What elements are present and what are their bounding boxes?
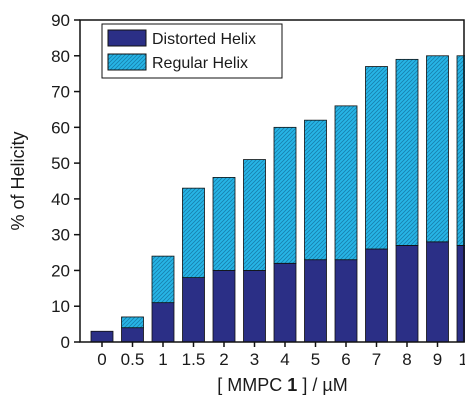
bar-distorted-helix-8 <box>395 244 419 343</box>
x-tick-label-5: 5 <box>311 350 320 369</box>
bar-regular-helix-1 <box>151 255 175 304</box>
y-axis: 0 10 20 30 40 50 60 70 80 90 <box>51 11 80 352</box>
bar-regular-helix-8 <box>395 58 419 246</box>
x-tick-label-8: 8 <box>402 350 411 369</box>
x-axis-title-part-2: 1 <box>287 375 297 395</box>
bar-regular-helix-2 <box>212 177 236 271</box>
x-axis: 0 0.5 1 1.5 2 3 4 5 6 7 8 9 10 <box>97 342 465 369</box>
bar-distorted-helix-5 <box>304 259 327 343</box>
bar-regular-helix-1.5 <box>182 187 205 278</box>
plot-frame <box>79 19 465 343</box>
bar-regular-helix-7 <box>365 66 388 250</box>
bar-regular-helix-3 <box>243 159 266 271</box>
bar-distorted-helix-1.5 <box>182 277 205 343</box>
y-tick-label-20: 20 <box>51 261 70 280</box>
bar-regular-helix-5 <box>304 119 327 261</box>
bars <box>90 55 465 343</box>
legend-label-regular-helix: Regular Helix <box>152 55 248 72</box>
bar-distorted-helix-6 <box>334 259 358 343</box>
x-tick-label-1: 1 <box>158 350 167 369</box>
legend-swatch-distorted-helix <box>107 29 147 47</box>
legend: Distorted Helix Regular Helix <box>101 23 283 79</box>
y-tick-label-50: 50 <box>51 154 70 173</box>
bar-distorted-helix-1 <box>151 302 175 343</box>
x-tick-label-6: 6 <box>341 350 350 369</box>
x-tick-label-1.5: 1.5 <box>182 350 206 369</box>
y-tick-label-70: 70 <box>51 83 70 102</box>
bar-distorted-helix-2 <box>212 270 236 343</box>
y-tick-label-40: 40 <box>51 190 70 209</box>
bar-distorted-helix-7 <box>365 248 388 343</box>
x-axis-title-part-1: [ MMPC <box>217 375 287 395</box>
bar-distorted-helix-10 <box>456 244 465 343</box>
bar-regular-helix-6 <box>334 105 358 261</box>
x-axis-title-part-3: ] / µM <box>297 375 347 395</box>
y-axis-title: % of Helicity <box>8 131 28 230</box>
bar-distorted-helix-9 <box>426 241 449 343</box>
y-tick-label-60: 60 <box>51 118 70 137</box>
y-tick-label-80: 80 <box>51 47 70 66</box>
x-tick-label-0: 0 <box>97 350 106 369</box>
legend-swatch-regular-helix <box>107 53 147 71</box>
x-tick-label-9: 9 <box>433 350 442 369</box>
bar-distorted-helix-4 <box>273 262 297 343</box>
x-tick-label-2: 2 <box>219 350 228 369</box>
bar-regular-helix-10 <box>456 55 465 246</box>
x-tick-label-0.5: 0.5 <box>121 350 145 369</box>
x-tick-label-4: 4 <box>280 350 289 369</box>
y-tick-label-90: 90 <box>51 11 70 30</box>
x-axis-title: [ MMPC 1 ] / µM <box>217 375 347 395</box>
bar-regular-helix-0.5 <box>121 316 144 329</box>
bar-regular-helix-4 <box>273 126 297 264</box>
bar-regular-helix-9 <box>426 55 449 243</box>
x-tick-label-10: 10 <box>459 350 465 369</box>
y-tick-label-0: 0 <box>61 333 70 352</box>
x-tick-label-7: 7 <box>372 350 381 369</box>
y-tick-label-10: 10 <box>51 297 70 316</box>
x-tick-label-3: 3 <box>250 350 259 369</box>
bar-distorted-helix-3 <box>243 270 266 343</box>
legend-label-distorted-helix: Distorted Helix <box>152 31 256 48</box>
bar-distorted-helix-0 <box>90 330 114 343</box>
y-tick-label-30: 30 <box>51 226 70 245</box>
bar-distorted-helix-0.5 <box>121 327 144 343</box>
